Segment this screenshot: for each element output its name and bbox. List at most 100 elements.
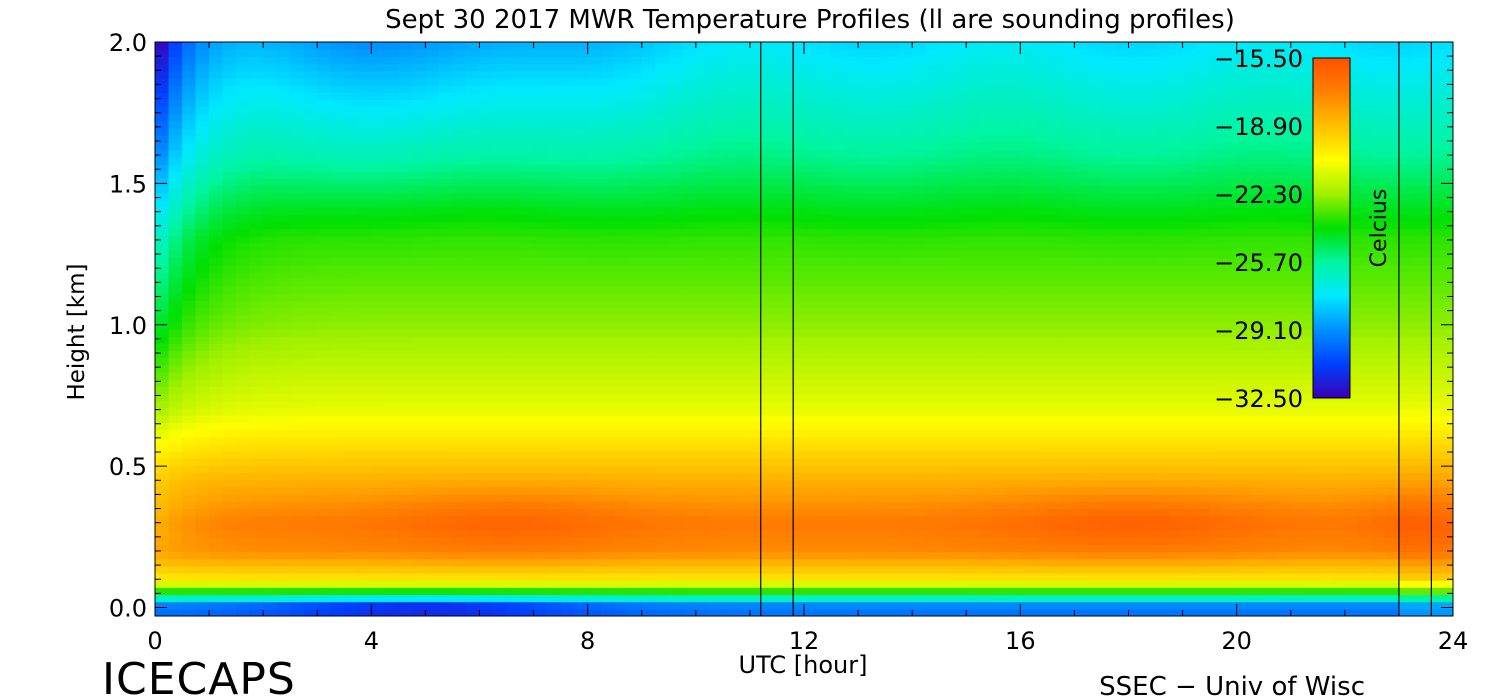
heatmap-cell — [209, 42, 224, 50]
heatmap-cell — [709, 522, 724, 531]
heatmap-cell — [722, 343, 737, 352]
heatmap-cell — [493, 221, 508, 230]
heatmap-cell — [682, 235, 697, 244]
heatmap-cell — [276, 214, 291, 222]
heatmap-cell — [939, 163, 954, 172]
heatmap-cell — [695, 77, 710, 86]
heatmap-cell — [844, 192, 859, 201]
heatmap-cell — [898, 558, 913, 567]
heatmap-cell — [736, 250, 751, 258]
heatmap-cell — [790, 501, 805, 509]
heatmap-cell — [925, 601, 940, 610]
heatmap-cell — [898, 264, 913, 273]
heatmap-cell — [303, 235, 318, 244]
heatmap-cell — [641, 415, 656, 423]
heatmap-cell — [452, 479, 467, 488]
heatmap-cell — [493, 70, 508, 79]
heatmap-cell — [749, 443, 765, 452]
heatmap-cell — [736, 587, 751, 596]
heatmap-cell — [628, 608, 643, 616]
heatmap-cell — [168, 486, 183, 495]
heatmap-cell — [925, 128, 940, 136]
heatmap-cell — [209, 235, 224, 244]
heatmap-cell — [465, 178, 481, 187]
heatmap-cell — [506, 580, 521, 588]
heatmap-cell — [682, 379, 697, 387]
heatmap-cell — [520, 163, 535, 172]
heatmap-cell — [520, 63, 535, 72]
heatmap-cell — [317, 450, 332, 459]
heatmap-cell — [790, 522, 805, 531]
heatmap-cell — [155, 321, 170, 330]
heatmap-cell — [276, 501, 291, 509]
heatmap-cell — [587, 321, 602, 330]
heatmap-cell — [263, 372, 278, 380]
heatmap-cell — [804, 350, 819, 359]
heatmap-cell — [547, 429, 562, 438]
heatmap-cell — [317, 608, 332, 616]
heatmap-cell — [668, 551, 683, 560]
heatmap-cell — [533, 393, 548, 402]
heatmap-cell — [263, 192, 278, 201]
heatmap-cell — [844, 494, 859, 502]
heatmap-cell — [560, 522, 575, 531]
heatmap-cell — [695, 56, 710, 65]
heatmap-cell — [709, 207, 724, 215]
heatmap-cell — [425, 501, 440, 509]
heatmap-cell — [574, 544, 589, 553]
heatmap-cell — [330, 386, 345, 395]
heatmap-cell — [614, 257, 629, 266]
heatmap-cell — [317, 386, 332, 395]
heatmap-cell — [776, 128, 792, 136]
heatmap-cell — [290, 242, 305, 251]
heatmap-cell — [222, 207, 237, 215]
heatmap-cell — [465, 415, 481, 423]
heatmap-cell — [628, 529, 643, 538]
heatmap-cell — [925, 135, 940, 144]
heatmap-cell — [438, 357, 454, 366]
heatmap-cell — [493, 99, 508, 108]
heatmap-cell — [601, 565, 616, 574]
heatmap-cell — [425, 386, 440, 395]
heatmap-cell — [182, 529, 197, 538]
heatmap-cell — [898, 364, 913, 373]
heatmap-cell — [628, 156, 643, 165]
heatmap-cell — [560, 537, 575, 545]
heatmap-cell — [817, 407, 832, 416]
heatmap-cell — [249, 580, 264, 588]
heatmap-cell — [155, 149, 170, 158]
heatmap-cell — [939, 63, 954, 72]
heatmap-cell — [155, 501, 170, 509]
heatmap-cell — [209, 565, 224, 574]
heatmap-cell — [790, 171, 805, 179]
heatmap-cell — [858, 314, 873, 323]
heatmap-cell — [520, 386, 535, 395]
heatmap-cell — [776, 42, 792, 50]
heatmap-cell — [290, 199, 305, 208]
heatmap-cell — [303, 329, 318, 337]
heatmap-cell — [547, 56, 562, 65]
heatmap-cell — [749, 56, 765, 65]
heatmap-cell — [493, 458, 508, 466]
heatmap-cell — [939, 544, 954, 553]
heatmap-cell — [614, 250, 629, 258]
heatmap-cell — [749, 458, 765, 466]
heatmap-cell — [384, 307, 399, 316]
heatmap-cell — [195, 494, 210, 502]
heatmap-cell — [276, 472, 291, 481]
heatmap-cell — [871, 271, 886, 280]
heatmap-cell — [912, 106, 927, 115]
heatmap-cell — [290, 486, 305, 495]
heatmap-cell — [587, 92, 602, 100]
heatmap-cell — [722, 192, 737, 201]
heatmap-cell — [398, 264, 413, 273]
heatmap-cell — [195, 264, 210, 273]
heatmap-cell — [749, 257, 765, 266]
heatmap-cell — [885, 321, 900, 330]
heatmap-cell — [330, 486, 345, 495]
heatmap-cell — [465, 199, 481, 208]
heatmap-cell — [601, 436, 616, 445]
heatmap-cell — [668, 393, 683, 402]
heatmap-cell — [371, 544, 386, 553]
heatmap-cell — [776, 458, 792, 466]
